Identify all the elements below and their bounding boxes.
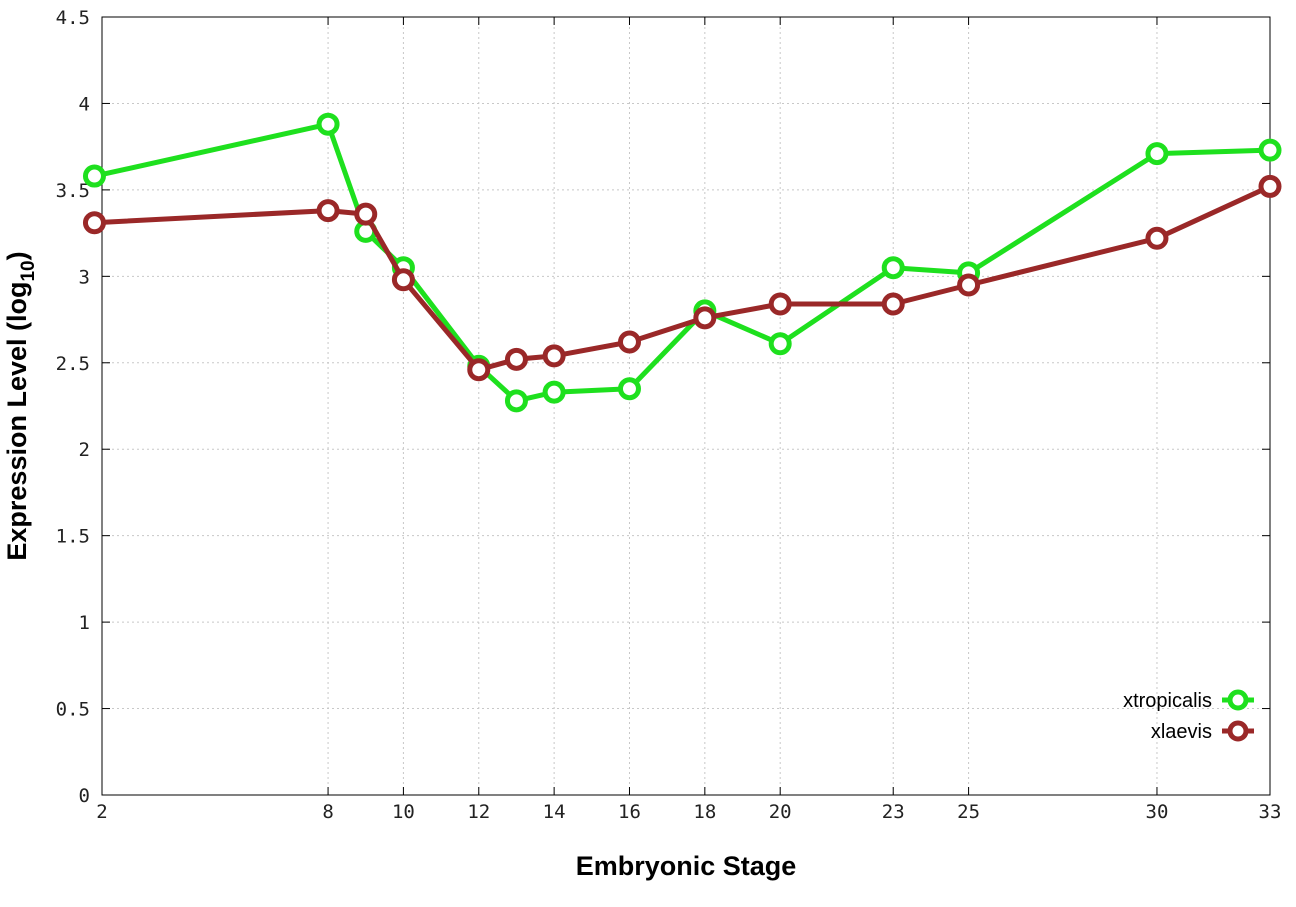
series-xlaevis (82, 174, 1282, 382)
data-point-xtropicalis (1258, 138, 1282, 162)
x-tick-label: 18 (693, 801, 716, 823)
data-point-xlaevis (1145, 226, 1169, 250)
data-point-xlaevis (542, 344, 566, 368)
x-tick-label: 20 (769, 801, 792, 823)
legend-marker-xlaevis (1227, 720, 1249, 742)
data-point-xtropicalis (1145, 142, 1169, 166)
x-tick-label: 33 (1259, 801, 1282, 823)
data-point-xtropicalis (316, 112, 340, 136)
x-tick-label: 14 (543, 801, 566, 823)
y-axis-title: Expression Level (log10) (2, 251, 39, 560)
data-point-xlaevis (354, 202, 378, 226)
y-tick-label: 3 (79, 266, 90, 288)
y-tick-label: 3.5 (56, 180, 90, 202)
y-tick-label: 1 (79, 612, 90, 634)
series-layer (82, 112, 1282, 413)
data-point-xtropicalis (504, 389, 528, 413)
data-point-xtropicalis (617, 377, 641, 401)
series-line-xlaevis (94, 184, 1272, 373)
data-point-xlaevis (693, 306, 717, 330)
series-line-xtropicalis (93, 121, 1271, 404)
x-tick-label: 2 (96, 801, 107, 823)
axis-ticks: 0 0.5 1 1.5 2 2.5 3 3.5 4 4.5 2 8 10 12 14 16 18 20 23 25 30… (56, 7, 1282, 823)
y-tick-label: 1.5 (56, 526, 90, 548)
x-tick-label: 8 (322, 801, 333, 823)
y-tick-label: 0.5 (56, 699, 90, 721)
y-axis-title-close: ) (2, 251, 32, 260)
y-axis-title-subscript: 10 (18, 260, 39, 281)
data-point-xtropicalis (542, 380, 566, 404)
data-point-xtropicalis (768, 332, 792, 356)
x-tick-label: 23 (882, 801, 905, 823)
y-tick-label: 4 (79, 93, 90, 115)
y-tick-label: 2.5 (56, 353, 90, 375)
data-point-xlaevis (957, 273, 981, 297)
x-tick-label: 12 (467, 801, 490, 823)
data-point-xlaevis (768, 292, 792, 316)
data-point-xlaevis (391, 268, 415, 292)
plot-frame (101, 16, 1271, 796)
data-point-xlaevis (881, 292, 905, 316)
x-axis-title: Embryonic Stage (576, 851, 797, 881)
data-point-xlaevis (82, 211, 106, 235)
data-point-xtropicalis (881, 256, 905, 280)
y-tick-label: 2 (79, 439, 90, 461)
data-point-xlaevis (1258, 174, 1282, 198)
y-axis-title-main: Expression Level (log (2, 282, 32, 561)
data-point-xlaevis (316, 199, 340, 223)
x-tick-label: 25 (957, 801, 980, 823)
legend-label-xtropicalis: xtropicalis (1123, 690, 1212, 712)
y-tick-label: 4.5 (56, 7, 90, 29)
y-tick-label: 0 (79, 785, 90, 807)
x-tick-label: 30 (1146, 801, 1169, 823)
data-point-xlaevis (504, 347, 528, 371)
x-tick-label: 10 (392, 801, 415, 823)
legend: xtropicalis xlaevis (1123, 689, 1254, 743)
data-point-xlaevis (467, 358, 491, 382)
x-tick-label: 16 (618, 801, 641, 823)
legend-marker-xtropicalis (1227, 689, 1249, 711)
series-xtropicalis (82, 112, 1282, 413)
data-point-xlaevis (617, 330, 641, 354)
legend-label-xlaevis: xlaevis (1151, 721, 1212, 743)
data-point-xtropicalis (82, 164, 106, 188)
